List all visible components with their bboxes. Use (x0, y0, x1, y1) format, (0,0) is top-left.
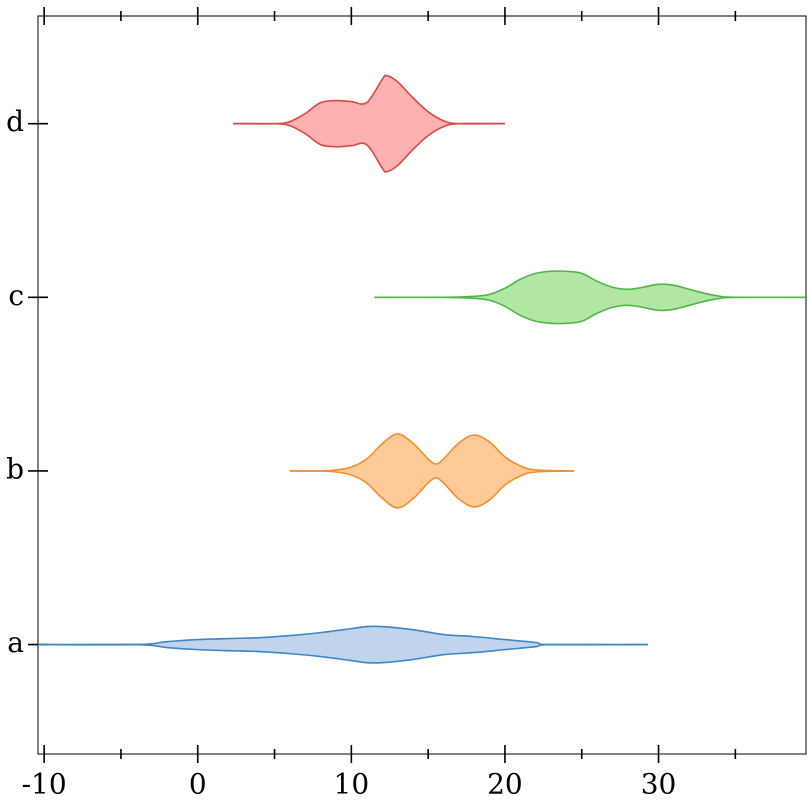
violin-lower (37, 643, 648, 664)
violin-lower (374, 296, 807, 325)
y-tick-label: d (6, 105, 24, 138)
violin-upper (233, 74, 505, 125)
violin-upper (37, 625, 648, 646)
violin-fill (38, 626, 648, 663)
violin-fill (374, 271, 806, 324)
x-tick-label: -10 (22, 768, 67, 801)
y-tick-label: c (8, 279, 24, 312)
y-tick-label: b (6, 452, 24, 485)
y-tick-label: a (7, 626, 24, 659)
violin-fill (233, 75, 505, 172)
violin-lower (289, 470, 575, 509)
x-tick-label: 30 (641, 768, 677, 801)
x-tick-label: 20 (487, 768, 523, 801)
violin-lower (233, 122, 505, 173)
x-tick-label: 0 (189, 768, 207, 801)
x-tick-label: 10 (334, 768, 370, 801)
plot-frame (37, 15, 807, 755)
violin-upper (374, 270, 807, 299)
violin-fill (289, 433, 575, 508)
violin-upper (289, 433, 575, 472)
